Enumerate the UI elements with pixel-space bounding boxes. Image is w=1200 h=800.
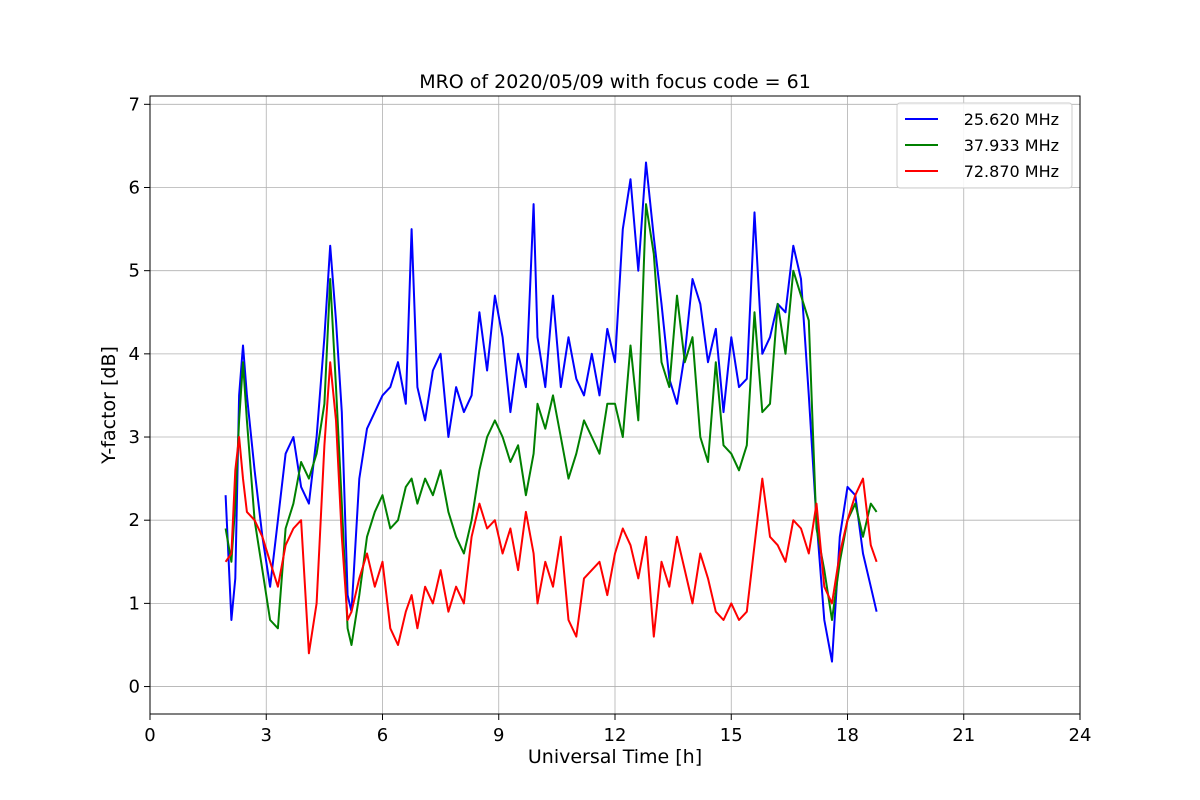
y-tick-label-6: 6 <box>129 177 140 198</box>
x-tick-label-6: 18 <box>836 725 859 746</box>
x-tick-label-2: 6 <box>377 725 388 746</box>
x-axis: 0 3 6 9 12 15 18 21 24 <box>144 714 1091 746</box>
legend-box <box>896 102 1073 189</box>
x-tick-label-0: 0 <box>144 725 155 746</box>
legend-label-0: 25.620 MHz <box>964 110 1059 129</box>
legend-label-1: 37.933 MHz <box>964 136 1059 155</box>
x-tick-label-1: 3 <box>261 725 272 746</box>
y-tick-label-4: 4 <box>129 344 140 365</box>
x-tick-label-7: 21 <box>952 725 975 746</box>
series-line-1 <box>224 203 878 646</box>
legend: 25.620 MHz 37.933 MHz 72.870 MHz <box>896 102 1073 189</box>
y-axis-label: Y-factor [dB] <box>98 346 120 465</box>
y-tick-label-2: 2 <box>129 510 140 531</box>
y-axis: 0 1 2 3 4 5 6 7 <box>129 94 150 698</box>
y-tick-label-7: 7 <box>129 94 140 115</box>
y-tick-label-3: 3 <box>129 427 140 448</box>
y-tick-label-5: 5 <box>129 261 140 282</box>
x-tick-label-3: 9 <box>493 725 504 746</box>
x-tick-label-4: 12 <box>604 725 627 746</box>
series-group <box>224 161 878 663</box>
x-axis-label: Universal Time [h] <box>528 746 702 768</box>
series-line-2 <box>224 361 878 655</box>
y-tick-label-0: 0 <box>129 677 140 698</box>
legend-label-2: 72.870 MHz <box>964 162 1059 181</box>
x-tick-label-8: 24 <box>1069 725 1092 746</box>
series-line-0 <box>224 161 878 663</box>
x-tick-label-5: 15 <box>720 725 743 746</box>
chart-title: MRO of 2020/05/09 with focus code = 61 <box>419 71 811 93</box>
y-tick-label-1: 1 <box>129 593 140 614</box>
